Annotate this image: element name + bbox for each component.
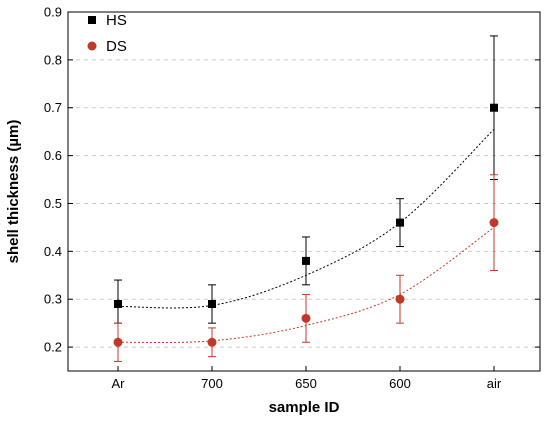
data-point-hs xyxy=(208,299,216,308)
data-point-ds xyxy=(113,337,123,347)
legend-marker-ds xyxy=(87,41,97,51)
x-tick-label: 650 xyxy=(295,376,317,391)
data-point-hs xyxy=(490,103,498,112)
y-axis-title: shell thickness (µm) xyxy=(5,120,22,264)
y-tick-label: 0.4 xyxy=(44,244,62,259)
y-tick-label: 0.8 xyxy=(44,52,62,67)
data-point-hs xyxy=(302,256,310,265)
data-point-ds xyxy=(395,294,405,304)
axes: 0.2 0.3 0.4 0.5 0.6 0.7 0.8 0.9 Ar 700 650 600 air xyxy=(44,5,541,391)
y-tick-label: 0.6 xyxy=(44,148,62,163)
plot-frame xyxy=(67,11,541,372)
legend: HS DS xyxy=(87,12,127,55)
data-point-ds xyxy=(489,218,499,228)
x-tick-label: 600 xyxy=(389,376,411,391)
x-axis-title: sample ID xyxy=(269,399,340,416)
y-tick-label: 0.9 xyxy=(44,5,62,20)
error-bars xyxy=(114,35,498,362)
y-tick-label: 0.3 xyxy=(44,292,62,307)
data-point-hs xyxy=(114,299,122,308)
y-tick-label: 0.7 xyxy=(44,100,62,115)
x-tick-label: Ar xyxy=(112,376,126,391)
y-tick-label: 0.5 xyxy=(44,196,62,211)
legend-marker-hs xyxy=(88,16,96,24)
y-tick-label: 0.2 xyxy=(44,340,62,355)
x-tick-label: air xyxy=(487,376,502,391)
fit-curve-hs xyxy=(117,128,495,309)
x-tick-label: 700 xyxy=(201,376,223,391)
legend-label-hs: HS xyxy=(106,12,127,29)
data-markers xyxy=(113,103,499,347)
gridlines xyxy=(68,59,540,348)
data-point-hs xyxy=(396,218,404,227)
data-point-ds xyxy=(301,313,311,323)
legend-label-ds: DS xyxy=(106,38,127,55)
data-point-ds xyxy=(207,337,217,347)
